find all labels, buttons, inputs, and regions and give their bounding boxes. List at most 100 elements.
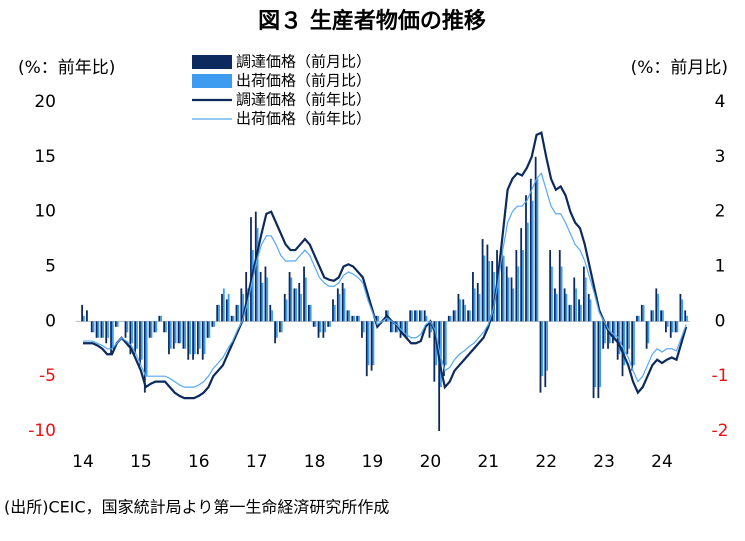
- bar: [650, 310, 653, 322]
- bar: [481, 239, 484, 322]
- bar: [276, 321, 278, 338]
- bar: [343, 288, 346, 322]
- bar: [375, 315, 378, 322]
- bar: [425, 315, 428, 322]
- bar: [232, 315, 235, 322]
- bar: [222, 288, 225, 322]
- bar: [140, 321, 143, 360]
- bar: [449, 315, 452, 322]
- bar: [522, 250, 524, 322]
- bar: [473, 288, 476, 322]
- x-tick-label: 14: [72, 452, 94, 472]
- bar: [491, 261, 494, 322]
- source-note: (出所)CEIC，国家統計局より第一生命経済研究所作成: [4, 498, 389, 517]
- bar: [587, 293, 590, 322]
- y-tick-label: 20: [34, 92, 56, 112]
- bar: [274, 321, 276, 344]
- bar: [174, 321, 177, 344]
- bar: [221, 293, 223, 322]
- bar: [324, 321, 327, 333]
- y2-tick-label: 4: [715, 92, 726, 112]
- bar: [679, 293, 682, 322]
- bar: [97, 321, 100, 338]
- bar: [168, 321, 170, 355]
- x-tick-label: 19: [362, 452, 384, 472]
- bar: [391, 321, 394, 333]
- bar: [599, 321, 602, 388]
- bar: [674, 321, 677, 333]
- bar: [483, 255, 486, 322]
- bar: [250, 217, 252, 322]
- bar: [589, 299, 592, 322]
- bar: [469, 310, 471, 322]
- bar: [536, 178, 539, 322]
- bar: [134, 321, 137, 355]
- x-tick-label: 24: [651, 452, 673, 472]
- bar: [211, 321, 214, 327]
- bar: [665, 321, 667, 333]
- bar: [247, 288, 249, 322]
- bar: [655, 288, 658, 322]
- bar: [531, 200, 534, 322]
- bar: [329, 321, 331, 327]
- bar: [192, 321, 194, 360]
- bar: [539, 321, 542, 393]
- bar: [341, 282, 344, 322]
- bar: [153, 321, 156, 333]
- bar: [418, 310, 421, 322]
- x-tick-label: 22: [535, 452, 557, 472]
- bar: [193, 321, 196, 355]
- legend-swatch: [192, 55, 232, 69]
- bar: [319, 321, 322, 333]
- bar: [579, 304, 582, 322]
- bar: [353, 315, 355, 322]
- y-tick-label: 15: [34, 147, 56, 167]
- bar: [230, 315, 233, 322]
- bar: [454, 310, 457, 322]
- bar: [515, 250, 518, 322]
- bar: [197, 321, 199, 355]
- bar: [182, 321, 185, 349]
- bar: [333, 304, 336, 322]
- bar: [136, 321, 138, 349]
- bar: [676, 321, 679, 333]
- y2-tick-label: 2: [715, 202, 726, 222]
- bar: [105, 321, 108, 344]
- bar: [642, 304, 645, 322]
- bar: [100, 321, 103, 338]
- bar: [517, 266, 520, 322]
- bar: [309, 304, 312, 322]
- bar: [493, 271, 495, 322]
- legend-swatch: [192, 74, 232, 88]
- bar: [189, 321, 191, 355]
- bar: [628, 321, 631, 349]
- legend-label: 調達価格（前月比）: [236, 53, 371, 71]
- bar: [467, 310, 469, 322]
- bar: [660, 310, 662, 322]
- bar: [90, 321, 93, 333]
- bar: [486, 244, 489, 322]
- bar: [370, 321, 373, 371]
- bar: [336, 288, 339, 322]
- bar: [497, 266, 500, 322]
- bar: [242, 293, 245, 322]
- bar: [81, 304, 83, 322]
- bar: [666, 321, 669, 327]
- bar: [216, 304, 219, 322]
- bar: [102, 321, 105, 338]
- bar: [546, 321, 548, 371]
- bar: [110, 321, 112, 355]
- x-tick-label: 17: [246, 452, 268, 472]
- bar: [636, 315, 638, 322]
- bar: [314, 321, 317, 327]
- bar: [444, 321, 447, 366]
- bar: [158, 315, 161, 322]
- bar: [611, 321, 614, 344]
- bar: [259, 271, 262, 322]
- bar: [583, 266, 585, 322]
- bar: [433, 321, 436, 382]
- bar: [327, 321, 330, 327]
- bar: [549, 250, 552, 322]
- bar: [165, 321, 167, 333]
- bar: [618, 321, 621, 355]
